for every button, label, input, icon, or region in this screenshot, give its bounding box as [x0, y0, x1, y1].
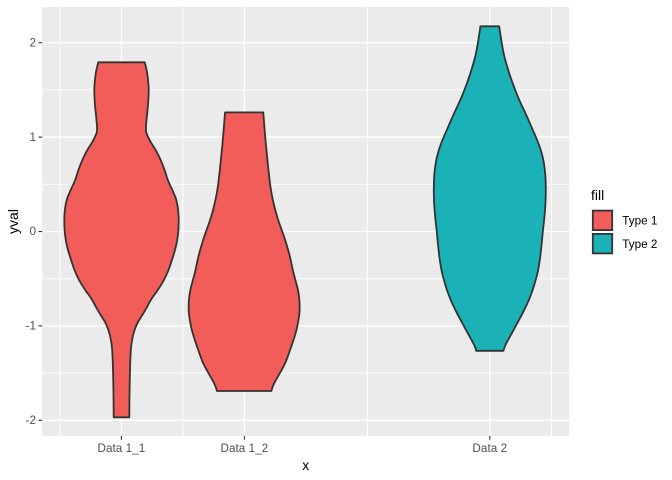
- svg-text:1: 1: [29, 131, 36, 144]
- svg-text:Data 2: Data 2: [472, 442, 507, 455]
- svg-text:Type 1: Type 1: [622, 215, 657, 228]
- svg-text:x: x: [302, 457, 309, 473]
- svg-text:Type 2: Type 2: [622, 238, 657, 251]
- svg-text:0: 0: [29, 225, 36, 238]
- svg-text:fill: fill: [591, 187, 604, 203]
- svg-text:-1: -1: [26, 320, 37, 333]
- svg-text:2: 2: [29, 36, 36, 49]
- svg-text:Data 1_2: Data 1_2: [220, 442, 268, 455]
- svg-text:yval: yval: [5, 209, 21, 234]
- svg-text:-2: -2: [26, 414, 37, 427]
- svg-text:Data 1_1: Data 1_1: [97, 442, 145, 455]
